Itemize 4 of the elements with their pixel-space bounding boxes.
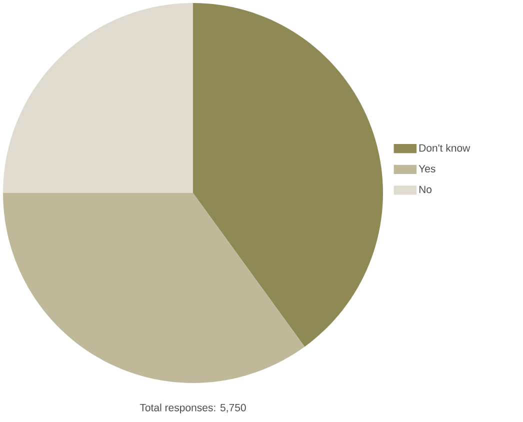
legend-label: Yes [418, 165, 436, 172]
legend-label: No [419, 186, 432, 194]
legend-label: Don't know [419, 144, 470, 152]
text: Total responses: 5,750 [140, 404, 246, 414]
